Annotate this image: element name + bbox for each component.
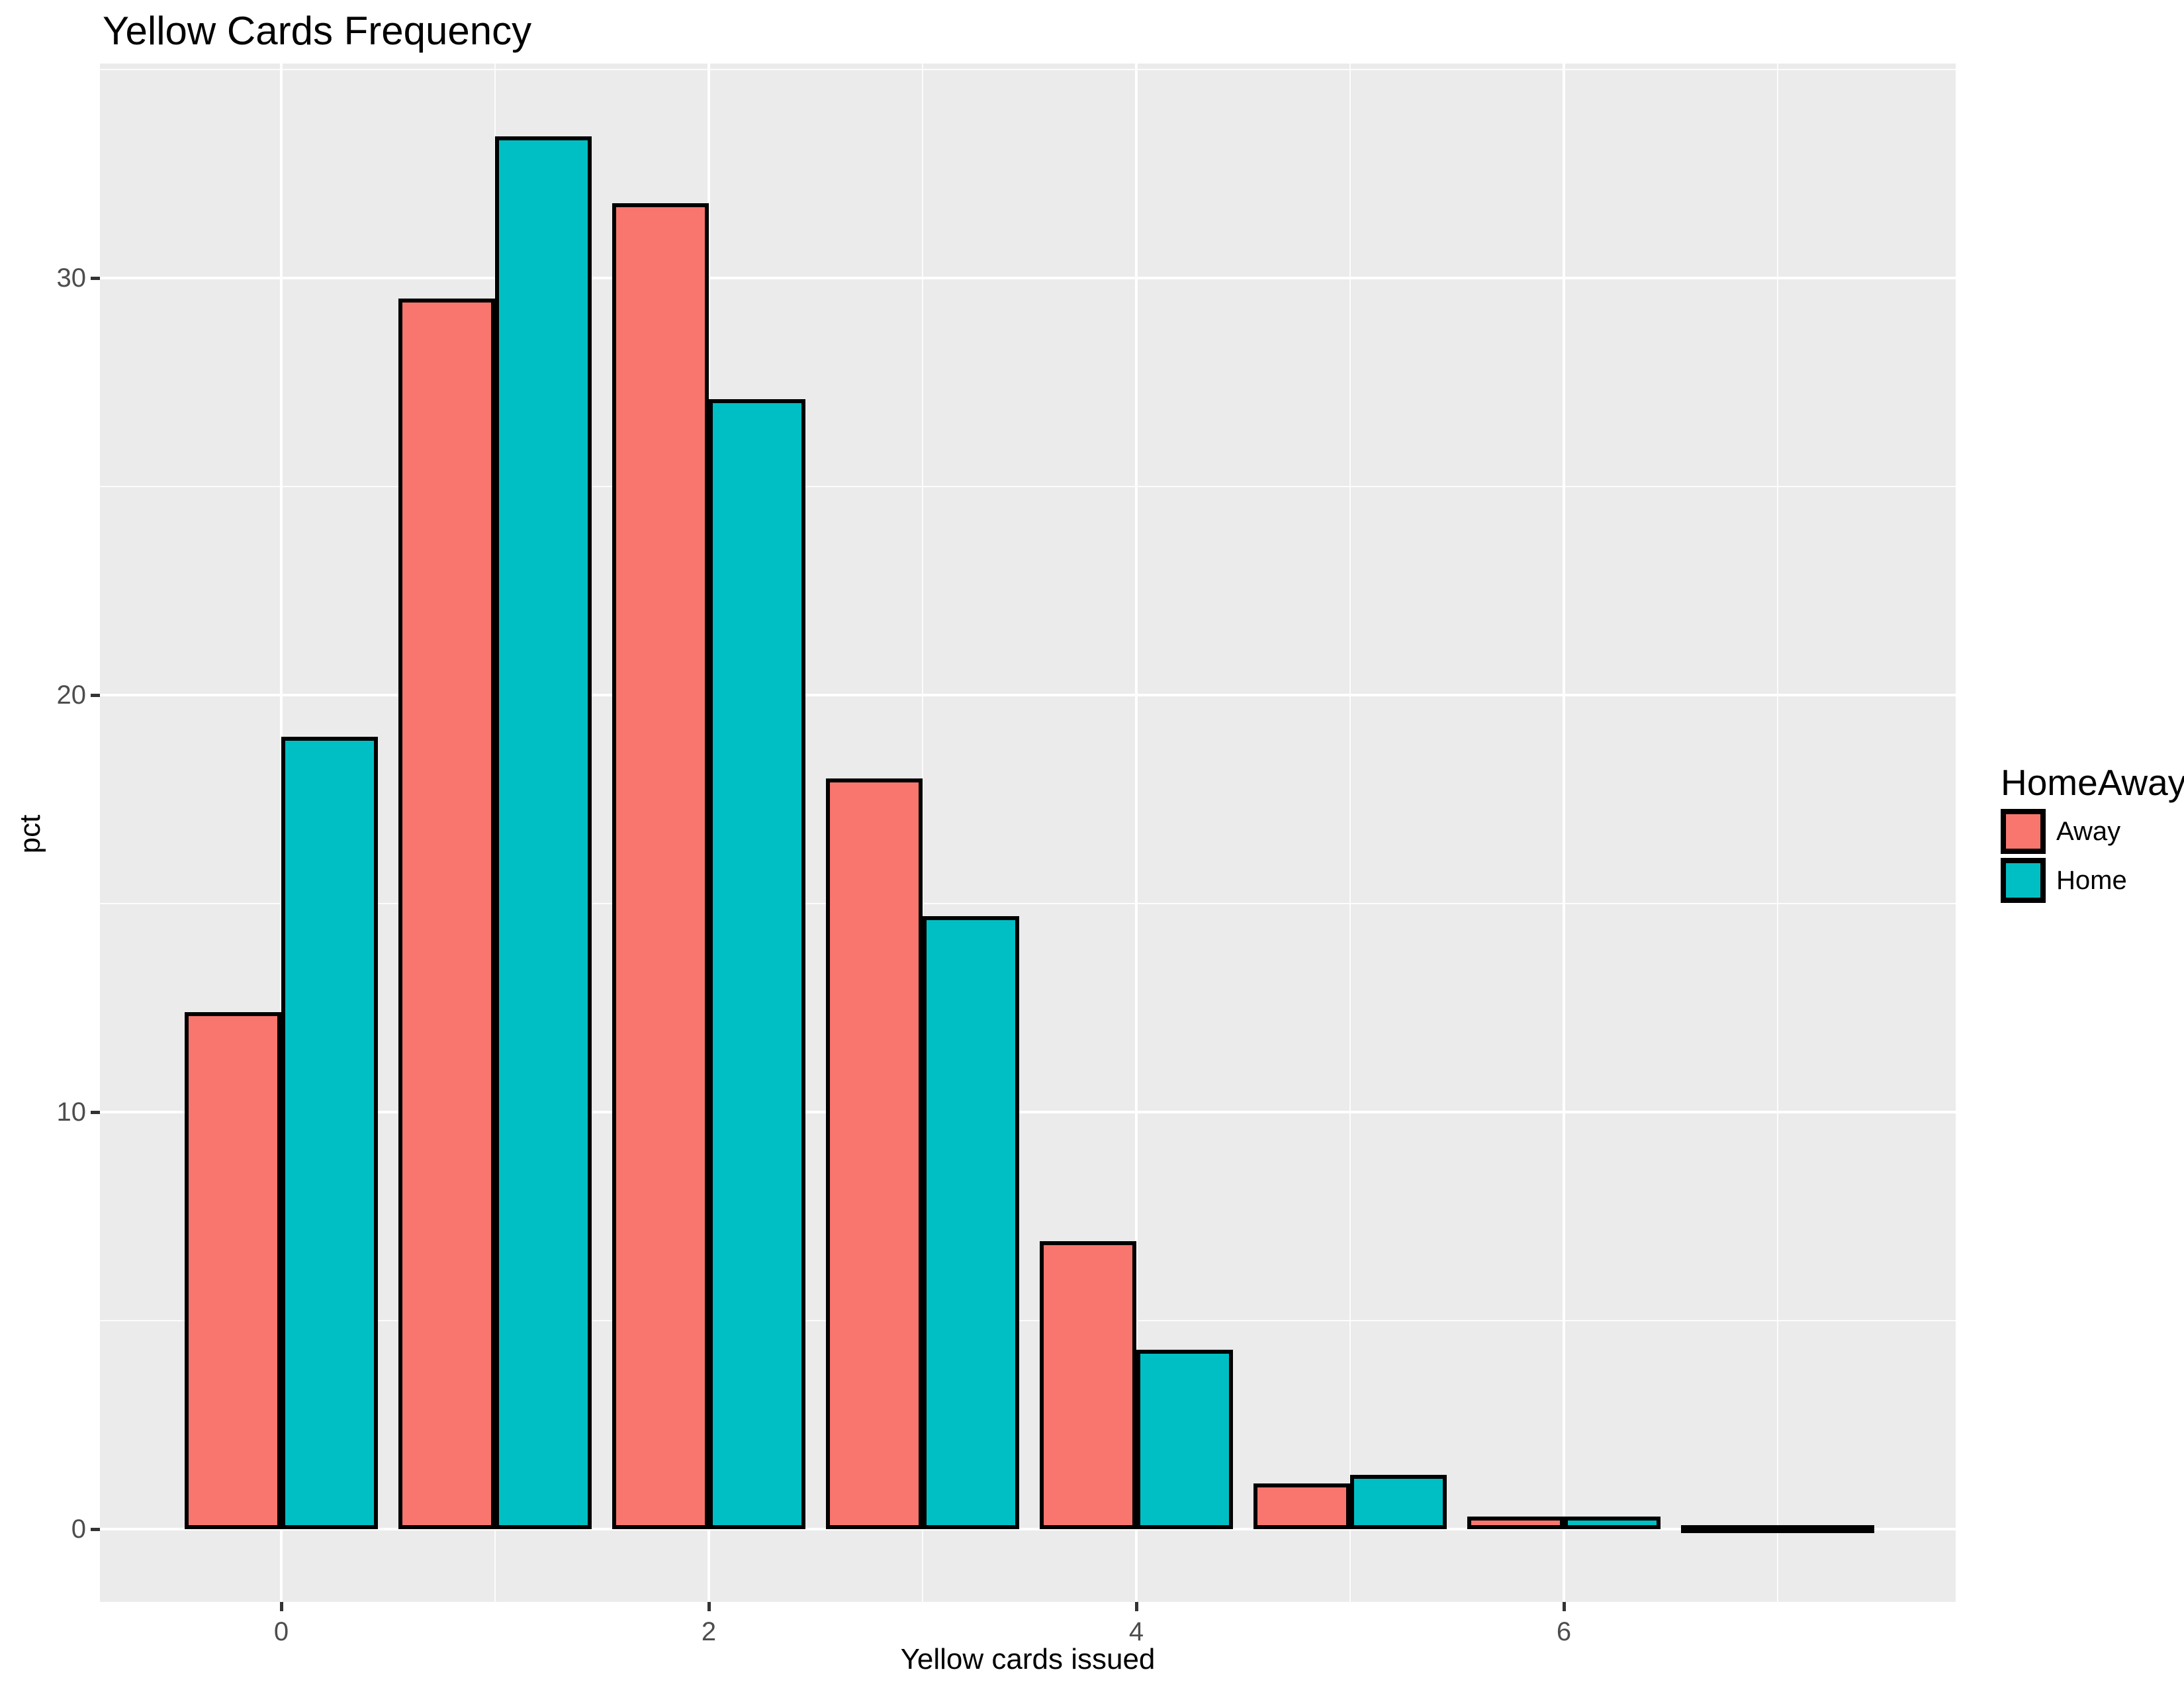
legend-item-label: Away bbox=[2056, 817, 2121, 846]
bar-home-7 bbox=[1778, 1525, 1874, 1533]
legend-title: HomeAway bbox=[2001, 762, 2184, 803]
legend-item-label: Home bbox=[2056, 866, 2127, 895]
legend-key-home-swatch bbox=[2001, 858, 2046, 903]
x-tick-label: 6 bbox=[1556, 1617, 1572, 1646]
bar-home-5 bbox=[1350, 1475, 1447, 1529]
gridline-x-major bbox=[1563, 64, 1565, 1602]
x-tick-label: 4 bbox=[1128, 1617, 1144, 1646]
gridline-y-minor bbox=[100, 903, 1956, 904]
bar-home-2 bbox=[709, 399, 805, 1529]
bar-home-3 bbox=[923, 916, 1019, 1529]
bar-home-1 bbox=[495, 136, 592, 1529]
gridline-y-major bbox=[100, 1111, 1956, 1113]
legend-item-home: Home bbox=[2001, 858, 2184, 903]
gridline-y-major bbox=[100, 1528, 1956, 1530]
legend-item-away: Away bbox=[2001, 809, 2184, 854]
x-tick-label: 2 bbox=[701, 1617, 717, 1646]
bar-away-5 bbox=[1253, 1483, 1350, 1529]
gridline-y-major bbox=[100, 277, 1956, 279]
x-tick-mark bbox=[280, 1602, 283, 1611]
gridline-y-minor bbox=[100, 1320, 1956, 1321]
x-axis-title: Yellow cards issued bbox=[900, 1643, 1156, 1675]
gridline-x-minor bbox=[1777, 64, 1778, 1602]
y-tick-label: 0 bbox=[71, 1515, 86, 1544]
y-tick-mark bbox=[91, 1528, 100, 1531]
x-tick-mark bbox=[707, 1602, 711, 1611]
bar-away-6 bbox=[1467, 1517, 1564, 1529]
bar-home-0 bbox=[281, 737, 378, 1529]
gridline-y-major bbox=[100, 694, 1956, 696]
bar-away-7 bbox=[1681, 1525, 1778, 1533]
gridline-y-minor bbox=[100, 69, 1956, 70]
bar-away-0 bbox=[185, 1012, 281, 1529]
x-tick-label: 0 bbox=[273, 1617, 289, 1646]
legend: HomeAway Away Home bbox=[2001, 763, 2184, 907]
bar-home-4 bbox=[1136, 1350, 1233, 1529]
bar-away-3 bbox=[826, 778, 923, 1529]
bar-away-2 bbox=[612, 203, 709, 1529]
legend-key-away-swatch bbox=[2001, 809, 2046, 854]
gridline-x-minor bbox=[922, 64, 923, 1602]
legend-items: Away Home bbox=[2001, 809, 2184, 903]
y-tick-mark bbox=[91, 277, 100, 280]
bar-away-1 bbox=[398, 299, 495, 1529]
y-tick-label: 30 bbox=[56, 263, 87, 293]
x-tick-mark bbox=[1563, 1602, 1566, 1611]
panel bbox=[100, 64, 1956, 1602]
gridline-x-major bbox=[1135, 64, 1138, 1602]
gridline-x-minor bbox=[1349, 64, 1351, 1602]
bar-home-6 bbox=[1564, 1517, 1661, 1529]
y-tick-mark bbox=[91, 694, 100, 697]
x-tick-mark bbox=[1135, 1602, 1138, 1611]
y-tick-label: 10 bbox=[56, 1098, 87, 1127]
gridline-y-minor bbox=[100, 486, 1956, 487]
y-tick-mark bbox=[91, 1111, 100, 1114]
bar-away-4 bbox=[1040, 1241, 1136, 1529]
y-tick-label: 20 bbox=[56, 680, 87, 710]
plot-title: Yellow Cards Frequency bbox=[103, 9, 532, 53]
